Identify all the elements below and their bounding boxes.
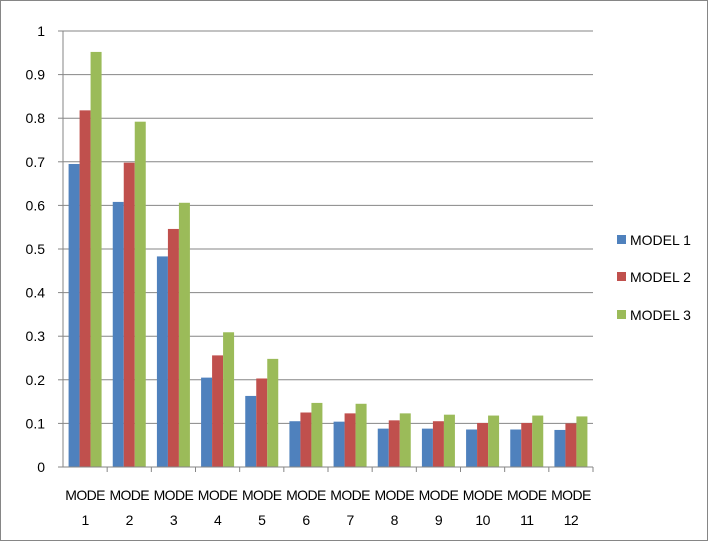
bar xyxy=(112,201,124,468)
x-tick-label-line2: 3 xyxy=(170,512,178,528)
x-tick-label-line1: MODE xyxy=(463,487,503,503)
y-tick-label: 0.2 xyxy=(26,372,46,388)
x-tick-label-line2: 5 xyxy=(258,512,266,528)
x-tick-label-line2: 7 xyxy=(346,512,354,528)
bar xyxy=(90,51,102,467)
bar xyxy=(565,423,577,467)
bar xyxy=(256,378,268,467)
bars xyxy=(68,51,588,468)
legend-label: MODEL 1 xyxy=(630,232,691,248)
bar xyxy=(510,429,522,467)
x-tick-label-line1: MODE xyxy=(154,487,194,503)
legend-label: MODEL 3 xyxy=(630,307,691,323)
bar xyxy=(355,403,367,467)
y-tick-label: 0.6 xyxy=(26,197,46,213)
bar xyxy=(79,110,91,468)
x-tick-label-line1: MODE xyxy=(419,487,459,503)
x-tick-label-line1: MODE xyxy=(242,487,282,503)
x-tick-label-line1: MODE xyxy=(551,487,591,503)
bar xyxy=(245,395,257,467)
legend-swatch xyxy=(617,272,626,281)
x-tick-label-line1: MODE xyxy=(65,487,105,503)
x-axis-tick-labels: MODE 1 MODE 2 MODE 3 MODE 4 MODE 5 MODE 6 MODE 7 MODE 8… xyxy=(65,487,591,528)
x-tick-label-line2: 4 xyxy=(214,512,222,528)
bar xyxy=(377,428,389,467)
x-tick-label-line1: MODE xyxy=(109,487,149,503)
x-tick-label-line1: MODE xyxy=(330,487,370,503)
legend-swatch xyxy=(617,235,626,244)
x-tick-label-line2: 9 xyxy=(435,512,443,528)
bar xyxy=(488,415,500,467)
y-tick-label: 0.7 xyxy=(26,154,46,170)
x-tick-label-line2: 1 xyxy=(81,512,89,528)
bar xyxy=(344,413,356,467)
bar xyxy=(267,358,279,467)
bar xyxy=(178,202,190,467)
bar xyxy=(432,421,444,467)
bar xyxy=(289,421,301,467)
legend-swatch xyxy=(617,310,626,319)
bar xyxy=(554,429,566,467)
x-tick-label-line2: 11 xyxy=(520,512,534,528)
x-tick-label-line2: 8 xyxy=(391,512,399,528)
bar xyxy=(421,428,433,467)
y-tick-label: 0.9 xyxy=(26,67,46,83)
x-tick-label-line1: MODE xyxy=(286,487,326,503)
gridlines xyxy=(63,30,593,424)
bar xyxy=(123,162,135,467)
x-tick-label-line2: 2 xyxy=(126,512,134,528)
bar xyxy=(466,429,478,467)
bar xyxy=(532,415,544,467)
legend: MODEL 1 MODEL 2 MODEL 3 xyxy=(617,232,691,323)
bar xyxy=(399,413,411,467)
y-tick-label: 0.1 xyxy=(26,415,46,431)
bar xyxy=(477,422,489,467)
x-tick-label-line2: 12 xyxy=(564,512,579,528)
bar xyxy=(311,402,323,467)
y-tick-label: 0 xyxy=(37,459,45,475)
axes xyxy=(58,30,594,472)
bar xyxy=(212,355,224,467)
x-tick-label-line1: MODE xyxy=(507,487,547,503)
bar xyxy=(300,412,312,467)
bar xyxy=(576,416,588,467)
bar xyxy=(68,163,80,468)
bar xyxy=(388,420,400,467)
bar xyxy=(521,422,533,467)
legend-label: MODEL 2 xyxy=(630,269,691,285)
y-tick-label: 0.3 xyxy=(26,328,46,344)
x-tick-label-line1: MODE xyxy=(198,487,238,503)
y-tick-label: 0.8 xyxy=(26,110,46,126)
x-tick-label-line1: MODE xyxy=(374,487,414,503)
bar xyxy=(156,256,168,467)
bar xyxy=(443,414,455,467)
bar xyxy=(167,228,179,467)
y-axis-tick-labels: 0 0.1 0.2 0.3 0.4 0.5 0.6 0.7 0.8 0.9 1 xyxy=(26,23,46,475)
y-tick-label: 0.4 xyxy=(26,285,46,301)
x-tick-label-line2: 10 xyxy=(475,512,490,528)
bar xyxy=(201,377,213,467)
x-tick-label-line2: 6 xyxy=(302,512,310,528)
y-tick-label: 1 xyxy=(37,23,45,39)
bar xyxy=(134,121,146,468)
bar xyxy=(223,332,235,467)
bar xyxy=(333,421,345,467)
y-tick-label: 0.5 xyxy=(26,241,46,257)
